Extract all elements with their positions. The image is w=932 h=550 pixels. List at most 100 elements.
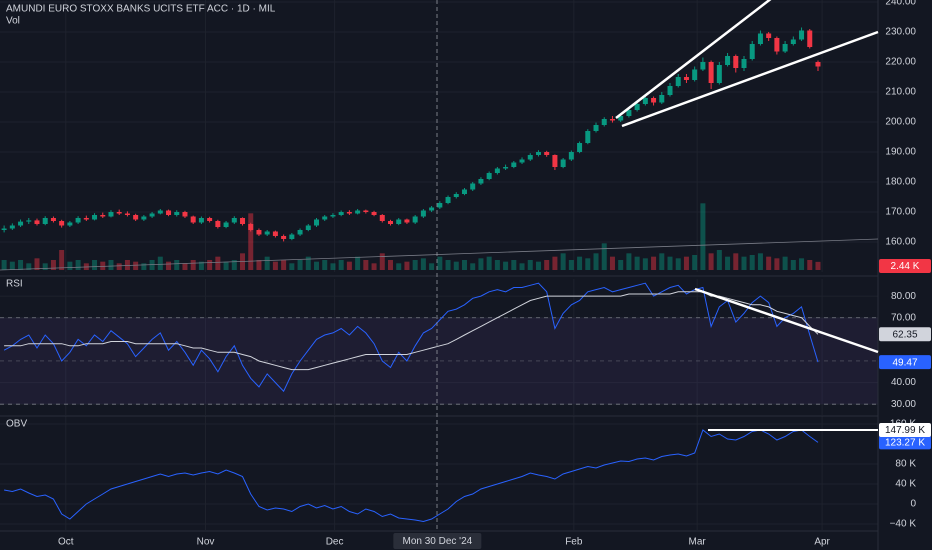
candle-body — [305, 225, 311, 230]
trend-line[interactable] — [694, 287, 879, 354]
volume-bar — [445, 260, 451, 270]
x-tick-label: Oct — [58, 537, 74, 548]
volume-bar — [692, 255, 698, 270]
y-tick-label: 190.00 — [885, 147, 916, 158]
volume-bar — [207, 260, 213, 270]
candle-body — [486, 173, 492, 179]
grid — [0, 0, 878, 530]
candle-body — [9, 225, 15, 229]
volume-bar — [363, 260, 369, 270]
volume-bar — [9, 261, 15, 270]
candle-body — [609, 119, 615, 121]
volume-bar — [18, 260, 24, 270]
volume-bar — [461, 260, 467, 270]
volume-bar — [1, 260, 7, 270]
volume-bar — [141, 263, 147, 270]
volume-bar — [733, 253, 739, 270]
candle-body — [552, 155, 558, 167]
candle-body — [683, 77, 689, 80]
volume-bar — [799, 258, 805, 270]
candle-body — [560, 159, 566, 167]
candle-body — [133, 215, 139, 220]
volume-bar — [256, 260, 262, 270]
candle-body — [774, 38, 780, 52]
x-tick-label: Mar — [689, 537, 707, 548]
volume-bar — [601, 243, 607, 270]
candle-body — [692, 69, 698, 80]
last-value-tag: 49.47 — [892, 357, 917, 368]
candle-body — [527, 155, 533, 160]
price-axis: Oct Nov Dec Feb Mar Apr Mon 30 Dec '24 240.00 23… — [58, 0, 931, 549]
volume-bar — [248, 213, 254, 270]
y-tick-label: 40 K — [895, 479, 916, 490]
y-tick-label: 40.00 — [891, 377, 916, 388]
volume-bar — [626, 253, 632, 270]
candle-body — [807, 30, 813, 47]
y-tick-label: 170.00 — [885, 207, 916, 218]
volume-bar — [281, 260, 287, 270]
candle-body — [716, 65, 722, 83]
volume-bar — [478, 258, 484, 270]
volume-bar — [346, 261, 352, 270]
volume-bar — [289, 263, 295, 270]
y-tick-label: 220.00 — [885, 57, 916, 68]
candle-body — [223, 222, 229, 227]
y-tick-label: 30.00 — [891, 399, 916, 410]
volume-bar — [568, 260, 574, 270]
volume-bar — [609, 256, 615, 270]
volume-bar — [420, 258, 426, 270]
last-value-tag: 123.27 K — [885, 438, 925, 449]
volume-bar — [429, 263, 435, 270]
volume-bar — [708, 253, 714, 270]
candle-body — [387, 221, 393, 224]
candle-body — [659, 95, 665, 103]
trend-line[interactable] — [615, 0, 772, 119]
candle-body — [494, 168, 500, 173]
volume-bar — [264, 256, 270, 270]
marks — [1, 27, 878, 523]
candle-body — [799, 30, 805, 40]
candle-body — [519, 159, 525, 163]
candle-body — [248, 224, 254, 230]
candle-body — [396, 219, 402, 224]
x-tick-label: Nov — [197, 537, 215, 548]
volume-bar — [297, 260, 303, 270]
volume-bar — [42, 263, 48, 270]
candle-body — [503, 167, 509, 169]
candle-body — [240, 218, 246, 224]
candle-body — [642, 98, 648, 104]
y-tick-label: 210.00 — [885, 87, 916, 98]
candle-body — [174, 212, 180, 215]
y-tick-label: 70.00 — [891, 312, 916, 323]
volume-bar — [174, 260, 180, 270]
candle-body — [766, 33, 772, 38]
volume-bar — [511, 260, 517, 270]
candle-body — [757, 33, 763, 44]
candle-body — [601, 119, 607, 125]
candle-body — [116, 212, 122, 214]
candle-body — [141, 216, 147, 220]
y-tick-label: 80 K — [895, 459, 916, 470]
volume-bar — [807, 260, 813, 270]
trend-line[interactable] — [621, 30, 879, 128]
last-value-tag-bg — [879, 355, 931, 370]
candle-body — [314, 219, 320, 226]
volume-bar — [305, 256, 311, 270]
candle-body — [700, 62, 706, 70]
volume-bar — [322, 260, 328, 270]
volume-bar — [651, 256, 657, 270]
x-tick-label: Dec — [326, 537, 344, 548]
obv-legend: OBV — [6, 419, 27, 430]
volume-bar — [790, 260, 796, 270]
volume-bar — [815, 261, 821, 270]
y-tick-label: 80.00 — [891, 291, 916, 302]
candle-body — [626, 110, 632, 116]
volume-bar — [166, 261, 172, 270]
candle-body — [461, 189, 467, 194]
candle-body — [429, 207, 435, 211]
candle-body — [675, 77, 681, 86]
x-tick-label: Apr — [814, 537, 830, 548]
volume-bar — [453, 261, 459, 270]
